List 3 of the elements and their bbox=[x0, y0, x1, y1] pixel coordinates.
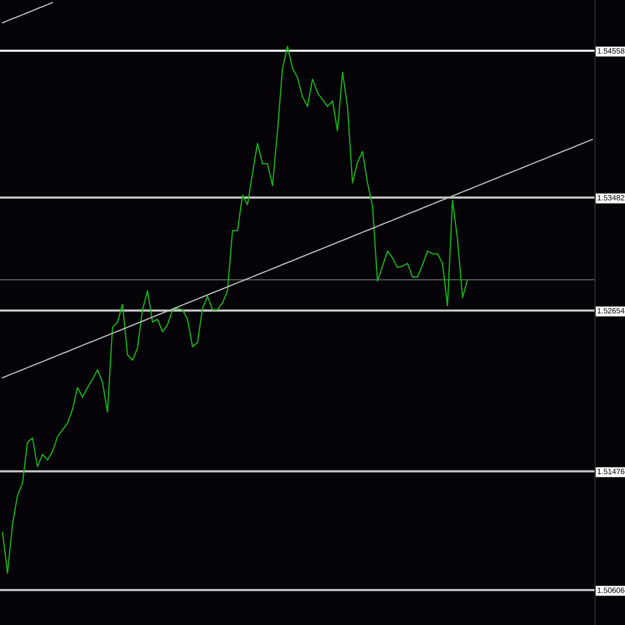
line-series bbox=[2, 2, 54, 24]
line-series bbox=[2, 46, 468, 574]
line-series bbox=[2, 138, 594, 378]
